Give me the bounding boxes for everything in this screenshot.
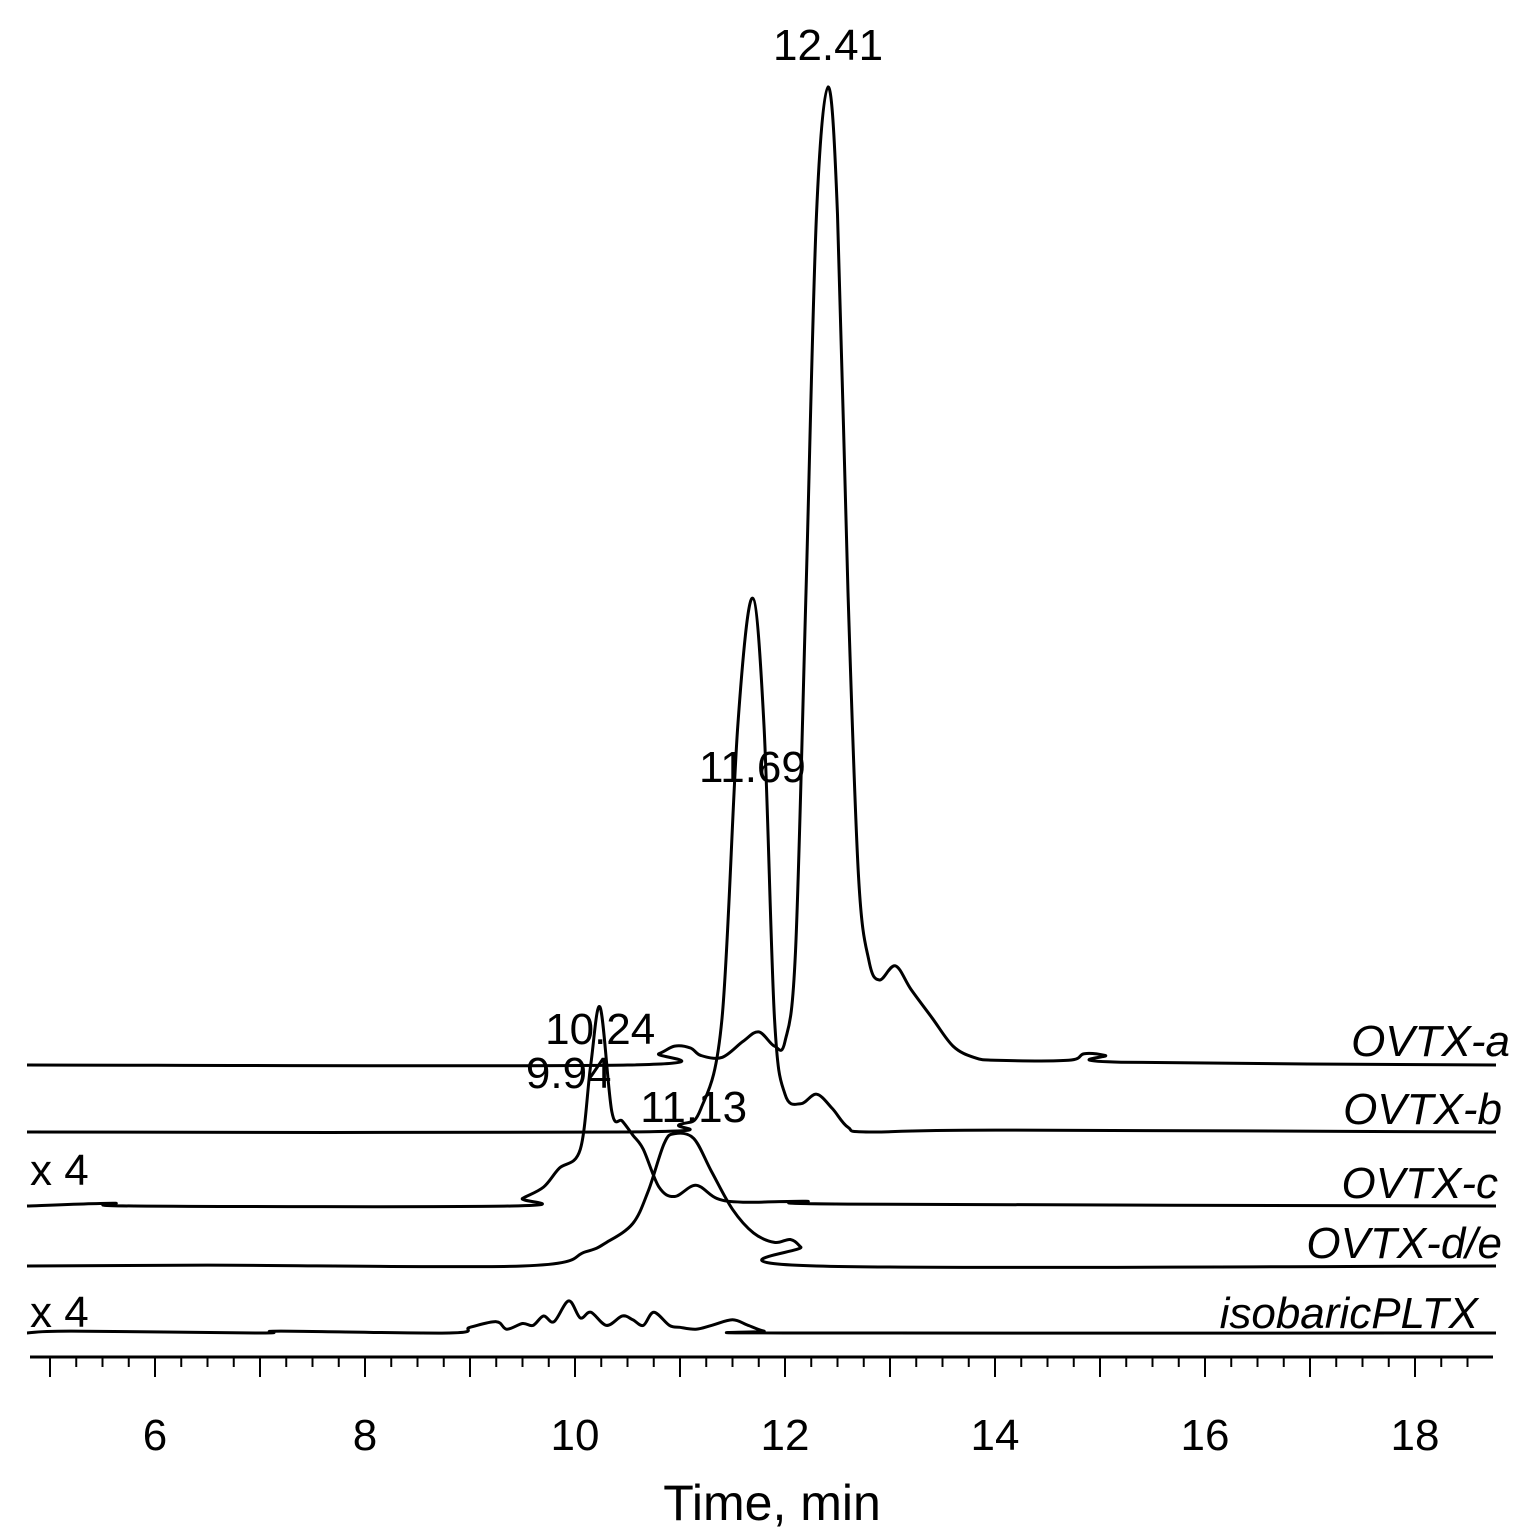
x-tick-label: 10: [551, 1411, 600, 1460]
trace-ovtx-d-e: [26, 1131, 1497, 1269]
trace-isobaricpltx: [26, 1299, 1497, 1335]
peak-label: 12.41: [773, 21, 883, 70]
trace-ovtx-c: [26, 1005, 1497, 1209]
series-labels-group: OVTX-a OVTX-b OVTX-c x 4 OVTX-d/e isobaricPLT…: [30, 1017, 1510, 1338]
peak-label: 10.24: [545, 1005, 655, 1054]
trace-ovtx-a: [26, 85, 1497, 1068]
peak-label: 11.69: [699, 743, 806, 792]
series-label-ovtx-c: OVTX-c: [1342, 1159, 1498, 1208]
series-label-ovtx-b: OVTX-b: [1343, 1085, 1502, 1134]
scale-label-isobaricpltx: x 4: [30, 1288, 89, 1337]
x-tick-label: 6: [143, 1411, 167, 1460]
x-axis-label: Time, min: [663, 1475, 881, 1531]
x-tick-label: 14: [971, 1411, 1020, 1460]
scale-label-ovtx-c: x 4: [30, 1146, 89, 1195]
x-tick-label: 16: [1181, 1411, 1230, 1460]
x-tick-label: 18: [1391, 1411, 1440, 1460]
traces-group: [26, 85, 1497, 1335]
peak-label: 9.94: [526, 1049, 612, 1098]
x-tick-label: 12: [761, 1411, 810, 1460]
series-label-ovtx-d-e: OVTX-d/e: [1306, 1219, 1502, 1268]
x-tick-label: 8: [353, 1411, 377, 1460]
peak-labels-group: 12.41 11.69 10.24 11.13 9.94: [526, 21, 883, 1132]
series-label-isobaricpltx: isobaricPLTX: [1220, 1289, 1480, 1338]
x-axis: 6 8 10 12 14 16 18: [30, 1355, 1493, 1460]
peak-label: 11.13: [640, 1083, 747, 1132]
trace-ovtx-b: [26, 596, 1497, 1135]
series-label-ovtx-a: OVTX-a: [1351, 1017, 1510, 1066]
